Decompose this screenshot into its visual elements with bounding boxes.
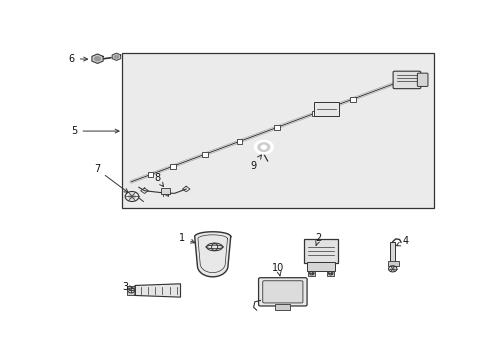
FancyBboxPatch shape (314, 102, 338, 117)
Bar (349, 96, 355, 102)
Bar (202, 152, 207, 157)
Bar (326, 270, 333, 276)
Bar (389, 242, 394, 262)
Text: 6: 6 (68, 54, 87, 64)
Circle shape (260, 145, 266, 149)
Polygon shape (135, 284, 180, 297)
FancyBboxPatch shape (303, 239, 337, 263)
Circle shape (254, 140, 273, 154)
Bar (308, 270, 315, 276)
Circle shape (114, 55, 119, 59)
Bar (312, 111, 317, 116)
Bar (274, 125, 279, 130)
FancyBboxPatch shape (262, 281, 302, 303)
Bar (387, 261, 398, 266)
Polygon shape (194, 232, 230, 277)
Circle shape (128, 194, 135, 199)
Bar (126, 286, 135, 294)
Text: 1: 1 (179, 233, 194, 243)
Text: 8: 8 (154, 173, 163, 186)
Bar (147, 172, 153, 177)
Text: 2: 2 (315, 233, 321, 246)
Text: 9: 9 (250, 155, 261, 171)
Text: 7: 7 (94, 164, 128, 193)
FancyBboxPatch shape (258, 278, 306, 306)
Text: 10: 10 (272, 263, 284, 276)
Text: 3: 3 (122, 282, 134, 292)
Circle shape (94, 57, 101, 61)
Polygon shape (112, 53, 121, 60)
Bar (170, 164, 175, 169)
FancyBboxPatch shape (417, 73, 427, 86)
Polygon shape (92, 54, 103, 63)
Bar (306, 262, 334, 271)
Bar (236, 139, 242, 144)
Circle shape (257, 143, 269, 152)
Text: 4: 4 (396, 237, 408, 246)
Text: 5: 5 (71, 126, 119, 136)
Bar (122, 53, 433, 208)
FancyBboxPatch shape (392, 71, 420, 89)
Circle shape (389, 267, 394, 270)
Bar (275, 304, 290, 310)
Bar (161, 188, 169, 194)
